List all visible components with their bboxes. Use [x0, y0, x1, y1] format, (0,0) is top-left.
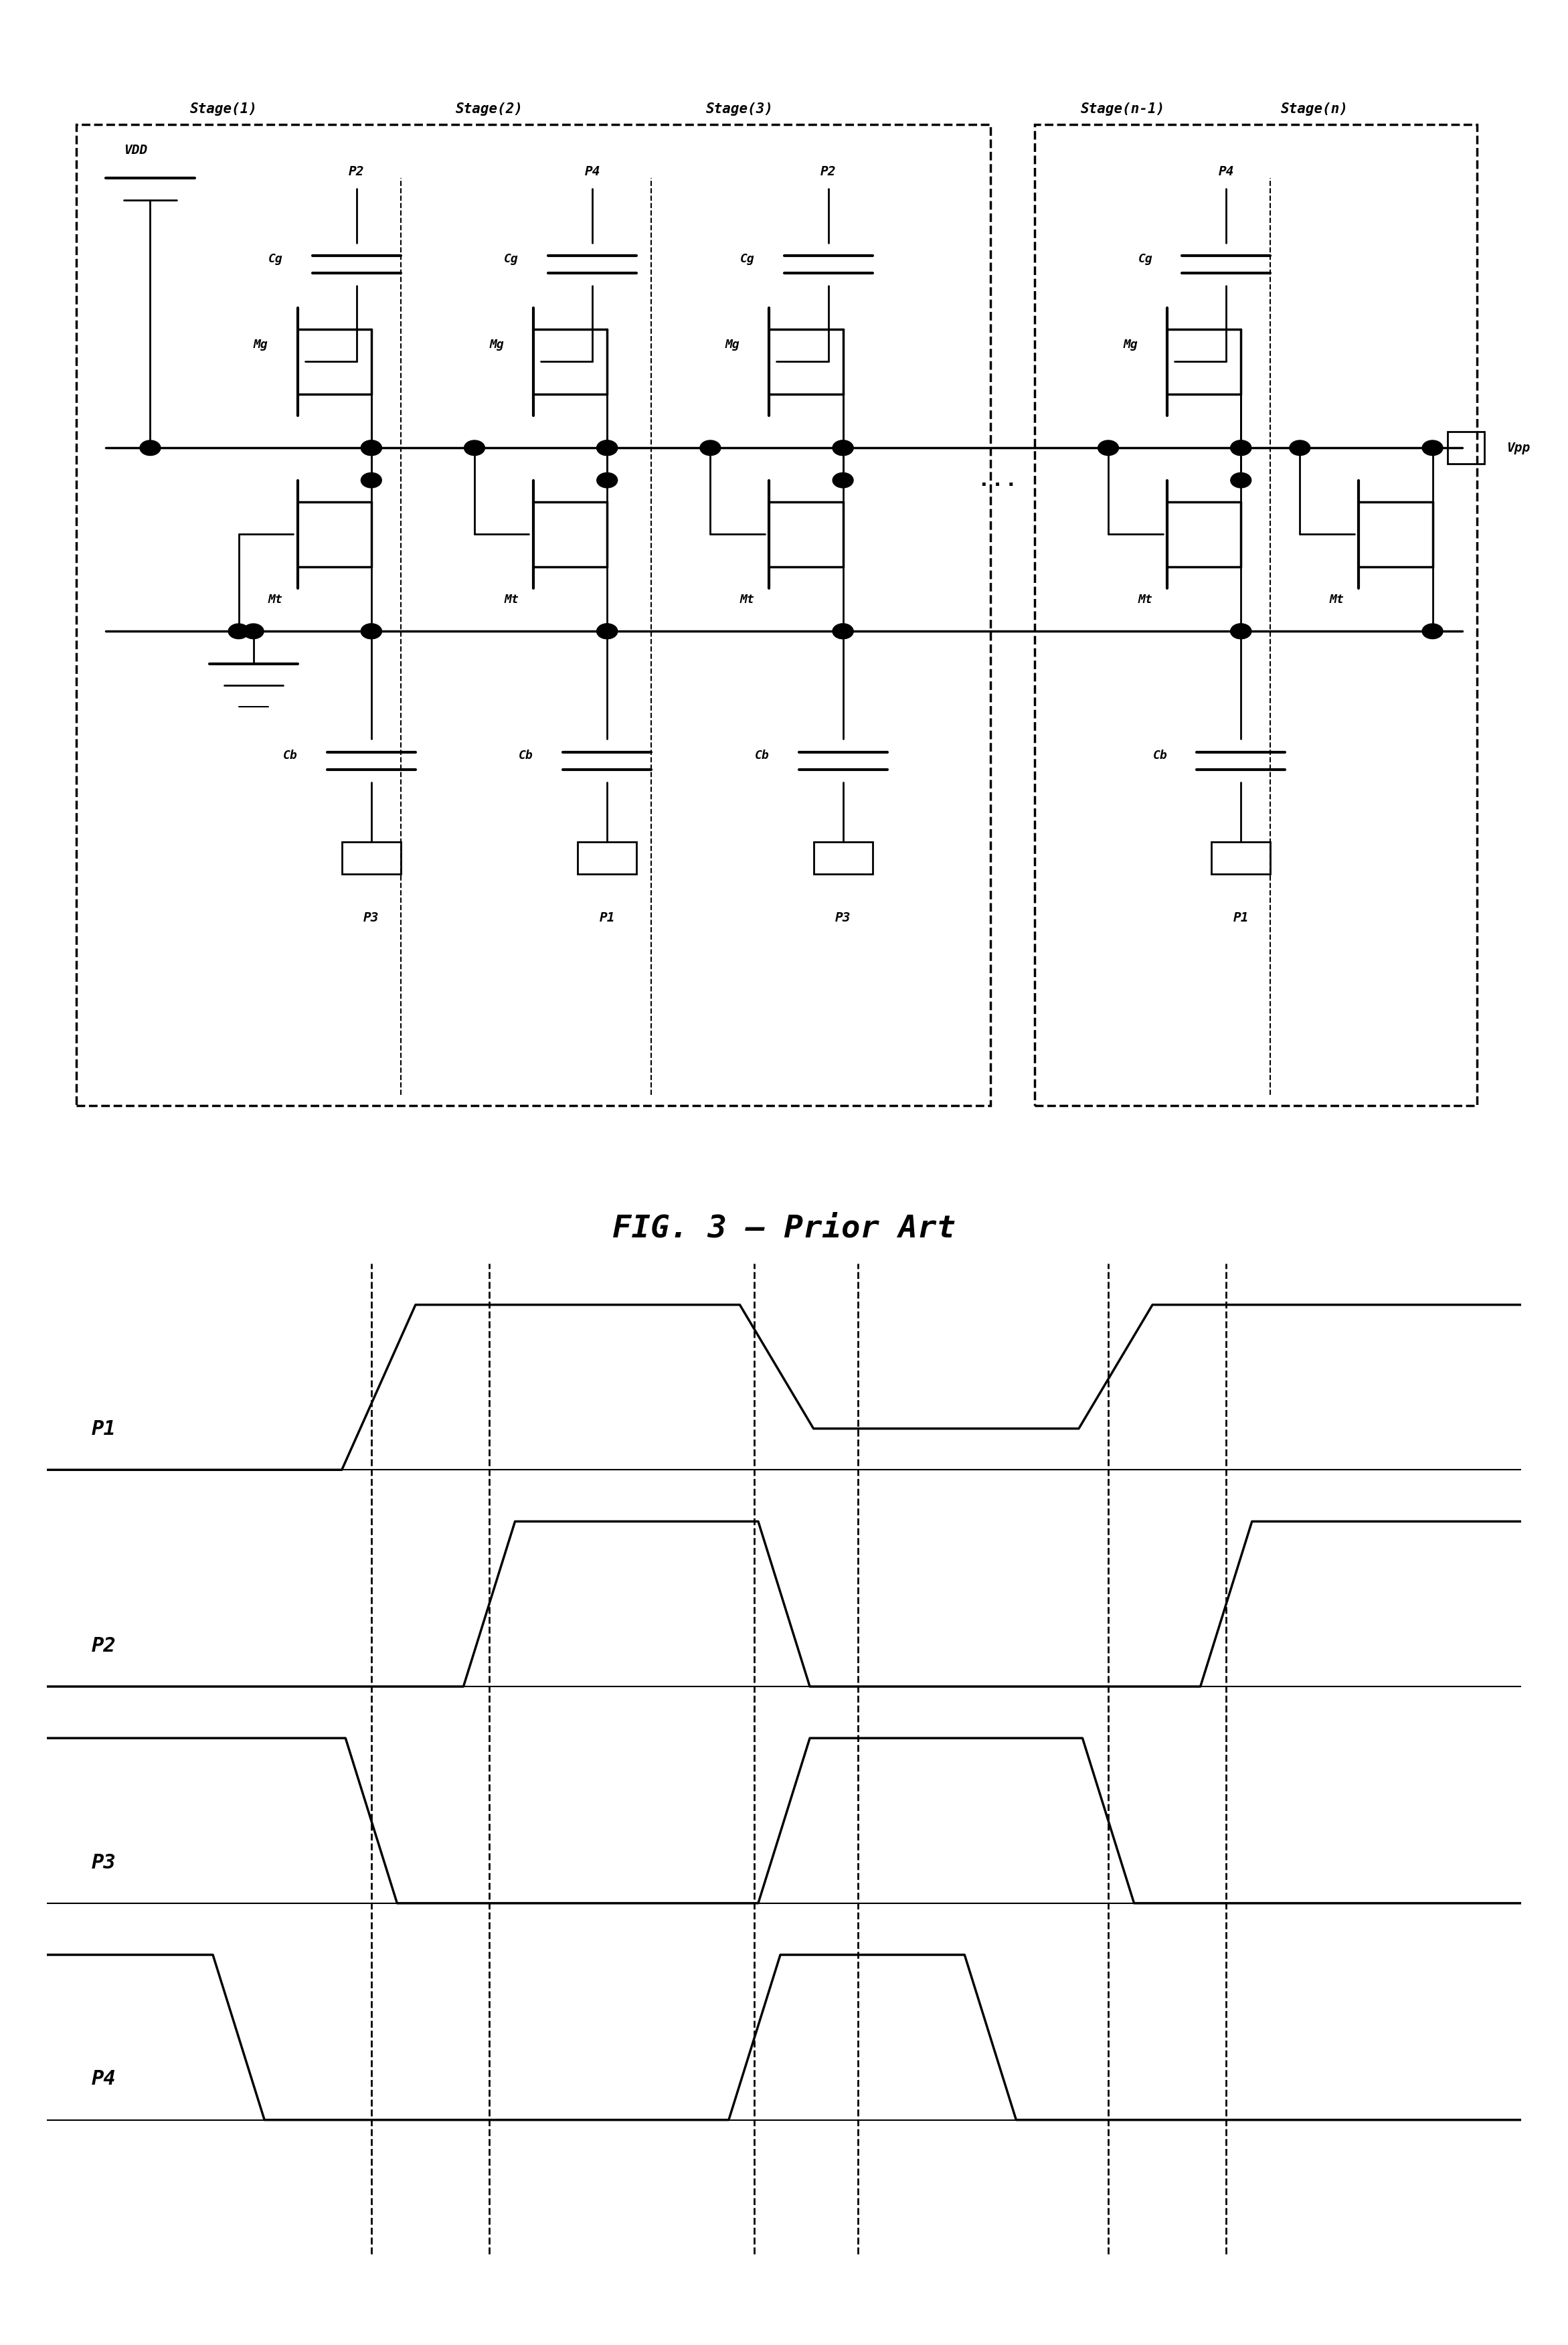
Text: Stage(2): Stage(2): [455, 103, 524, 117]
Text: VDD: VDD: [124, 143, 147, 157]
Circle shape: [833, 624, 853, 638]
Text: Cg: Cg: [505, 253, 519, 265]
Circle shape: [1231, 624, 1251, 638]
Circle shape: [1231, 624, 1251, 638]
Circle shape: [140, 441, 160, 455]
Text: Cb: Cb: [519, 750, 533, 762]
Text: P1: P1: [1232, 912, 1248, 924]
Circle shape: [833, 624, 853, 638]
Circle shape: [699, 441, 721, 455]
Circle shape: [1422, 624, 1443, 638]
Text: Stage(1): Stage(1): [190, 103, 257, 117]
Text: P4: P4: [585, 166, 601, 178]
Circle shape: [1231, 474, 1251, 488]
Bar: [1212, 842, 1270, 875]
Text: P4: P4: [91, 2071, 116, 2089]
Circle shape: [833, 441, 853, 455]
Text: Mt: Mt: [740, 593, 754, 605]
Circle shape: [833, 474, 853, 488]
Circle shape: [1231, 441, 1251, 455]
Text: Mt: Mt: [268, 593, 282, 605]
Text: Mg: Mg: [1123, 338, 1138, 352]
Text: Cg: Cg: [1138, 253, 1152, 265]
Bar: [577, 842, 637, 875]
Text: . . .: . . .: [980, 471, 1014, 490]
Circle shape: [1231, 441, 1251, 455]
Circle shape: [1289, 441, 1311, 455]
Circle shape: [597, 441, 618, 455]
Circle shape: [597, 624, 618, 638]
Bar: [814, 842, 872, 875]
Circle shape: [361, 474, 381, 488]
Text: Cb: Cb: [284, 750, 298, 762]
Circle shape: [464, 441, 485, 455]
Circle shape: [1098, 441, 1118, 455]
Circle shape: [597, 624, 618, 638]
Circle shape: [833, 441, 853, 455]
Text: Cg: Cg: [268, 253, 282, 265]
Text: Cb: Cb: [1152, 750, 1167, 762]
Circle shape: [361, 624, 381, 638]
Text: Vpp: Vpp: [1507, 441, 1530, 455]
Circle shape: [361, 441, 381, 455]
Bar: [342, 842, 401, 875]
Text: Mg: Mg: [254, 338, 268, 352]
Text: Stage(n): Stage(n): [1281, 103, 1348, 117]
Circle shape: [361, 441, 381, 455]
Text: P1: P1: [91, 1419, 116, 1440]
Text: Cb: Cb: [754, 750, 770, 762]
Text: P2: P2: [348, 166, 364, 178]
Circle shape: [597, 474, 618, 488]
Circle shape: [243, 624, 263, 638]
Text: FIG. 3 — Prior Art: FIG. 3 — Prior Art: [613, 1215, 955, 1243]
Text: Mt: Mt: [1330, 593, 1344, 605]
Text: Mt: Mt: [505, 593, 519, 605]
Text: P3: P3: [91, 1853, 116, 1871]
Text: P3: P3: [836, 912, 851, 924]
Text: P2: P2: [91, 1637, 116, 1656]
Text: P2: P2: [820, 166, 836, 178]
Text: P3: P3: [364, 912, 379, 924]
Text: Stage(n-1): Stage(n-1): [1080, 103, 1165, 117]
Text: Stage(3): Stage(3): [706, 103, 773, 117]
Text: P1: P1: [599, 912, 615, 924]
Text: Mg: Mg: [726, 338, 740, 352]
Circle shape: [361, 624, 381, 638]
Text: Mg: Mg: [489, 338, 503, 352]
Circle shape: [1422, 441, 1443, 455]
Text: Mt: Mt: [1138, 593, 1152, 605]
Circle shape: [597, 441, 618, 455]
Bar: [1035, 124, 1477, 1107]
Text: Cg: Cg: [740, 253, 754, 265]
Bar: [77, 124, 991, 1107]
Bar: [1447, 431, 1483, 464]
Circle shape: [229, 624, 249, 638]
Text: P4: P4: [1218, 166, 1234, 178]
